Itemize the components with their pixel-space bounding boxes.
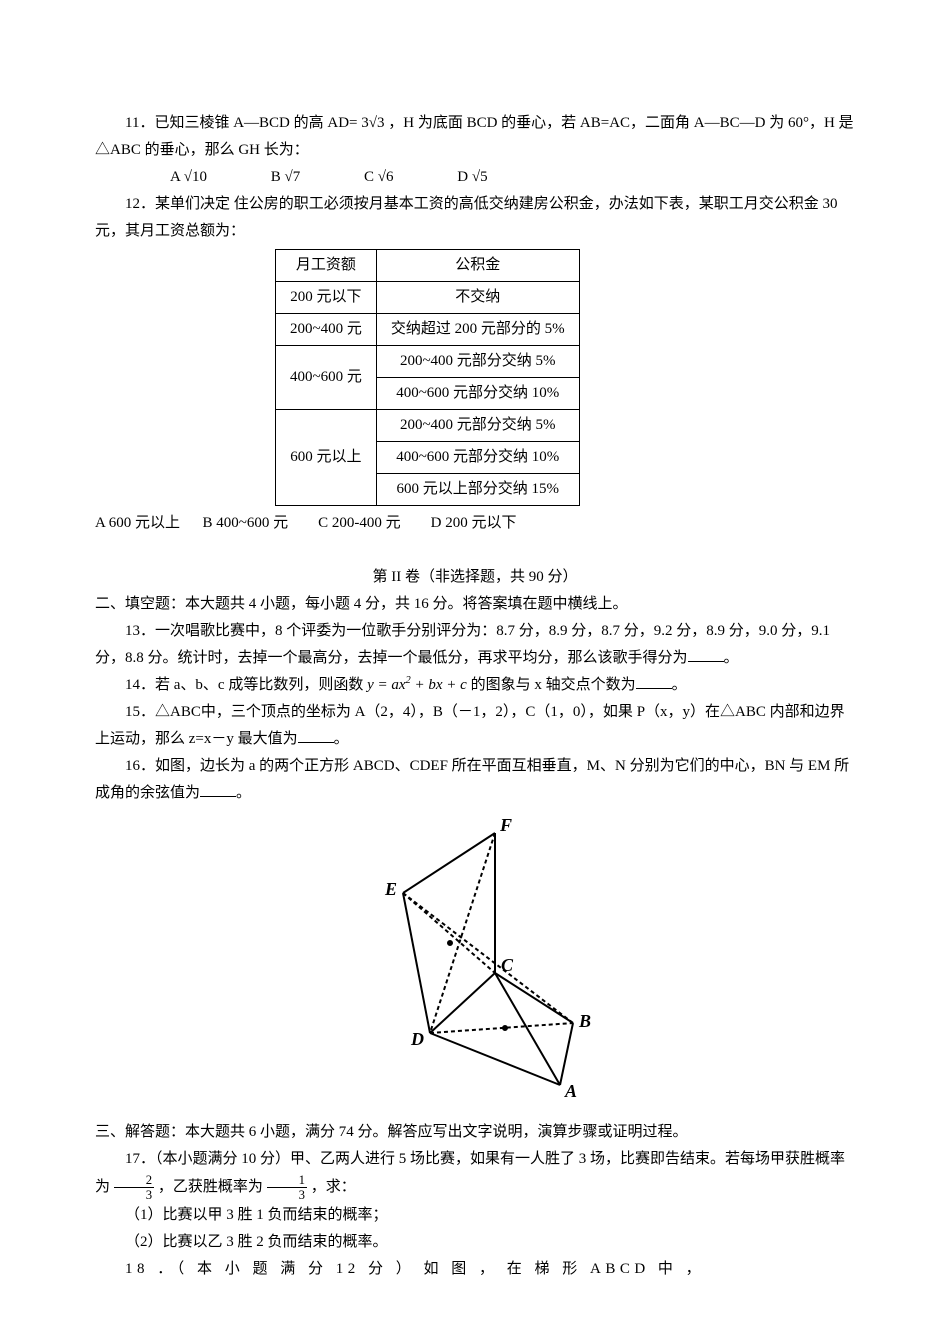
q11-opt-b: √7 [285,169,301,185]
q17-sub2: （2）比赛以乙 3 胜 2 负而结束的概率。 [95,1229,855,1256]
r4c2c: 600 元以上部分交纳 15% [376,474,579,506]
q14-a: 14．若 a、b、c 成等比数列，则函数 [125,677,367,693]
q13-blank [688,646,724,662]
r3c1: 400~600 元 [276,346,377,410]
q11-opt-a: √10 [184,169,207,185]
q13-end: 。 [724,650,739,666]
q15-a: 15．△ABC中，三个顶点的坐标为 A（2，4），B（－1，2），C（1，0），… [95,704,845,747]
q15: 15．△ABC中，三个顶点的坐标为 A（2，4），B（－1，2），C（1，0），… [95,699,855,753]
q15-blank [298,727,334,743]
q17-frac2: 13 [267,1173,307,1202]
section2-title: 第 II 卷（非选择题，共 90 分） [95,564,855,591]
q12-opt-d: D 200 元以下 [431,515,517,531]
q18: 18 ．（ 本 小 题 满 分 12 分 ） 如 图 ， 在 梯 形 ABCD … [95,1256,855,1283]
section3-head: 三、解答题：本大题共 6 小题，满分 74 分。解答应写出文字说明，演算步骤或证… [95,1119,855,1146]
q14: 14．若 a、b、c 成等比数列，则函数 y = ax2 + bx + c 的图… [95,672,855,699]
q17-sub1: （1）比赛以甲 3 胜 1 负而结束的概率； [95,1202,855,1229]
q12-table: 月工资额 公积金 200 元以下 不交纳 200~400 元 交纳超过 200 … [275,249,580,506]
q12-opt-c: C 200-400 元 [318,515,401,531]
q13: 13．一次唱歌比赛中，8 个评委为一位歌手分别评分为：8.7 分，8.9 分，8… [95,618,855,672]
q11-a: 11．已知三棱锥 A—BCD 的高 AD= [125,115,361,131]
q15-end: 。 [334,731,349,747]
geometry-diagram: F E D C B A [345,813,605,1113]
section2-head: 二、填空题：本大题共 4 小题，每小题 4 分，共 16 分。将答案填在题中横线… [95,591,855,618]
q11-options: A √10 B √7 C √6 D √5 [95,164,855,191]
q17-end: ，求： [311,1179,356,1195]
q14-b: 的图象与 x 轴交点个数为 [467,677,636,693]
q16-end: 。 [236,785,251,801]
label-f: F [499,815,512,835]
r1c1: 200 元以下 [276,282,377,314]
q11-opt-c: √6 [378,169,394,185]
q11-ad: 3√3 [361,115,384,131]
r4c1: 600 元以上 [276,410,377,506]
q12-lead: 12．某单们决定 住公房的职工必须按月基本工资的高低交纳建房公积金，办法如下表，… [95,191,855,245]
q16-blank [200,781,236,797]
label-e: E [384,879,397,899]
label-b: B [578,1011,591,1031]
q12-options: A 600 元以上 B 400~600 元 C 200-400 元 D 200 … [95,510,855,537]
q14-end: 。 [672,677,687,693]
r1c2: 不交纳 [376,282,579,314]
r3c2b: 400~600 元部分交纳 10% [376,378,579,410]
r4c2b: 400~600 元部分交纳 10% [376,442,579,474]
r2c2: 交纳超过 200 元部分的 5% [376,314,579,346]
q11-opt-d: √5 [472,169,488,185]
q16: 16．如图，边长为 a 的两个正方形 ABCD、CDEF 所在平面互相垂直，M、… [95,753,855,807]
q14-eq: y = ax2 + bx + c [367,677,467,693]
q17-lead: 17．（本小题满分 10 分）甲、乙两人进行 5 场比赛，如果有一人胜了 3 场… [95,1146,855,1202]
r2c1: 200~400 元 [276,314,377,346]
q11-text: 11．已知三棱锥 A—BCD 的高 AD= 3√3 ，H 为底面 BCD 的垂心… [95,110,855,164]
label-a: A [564,1081,577,1101]
label-d: D [410,1029,424,1049]
q12-opt-b: B 400~600 元 [203,515,289,531]
label-c: C [501,955,514,975]
q16-figure: F E D C B A [95,813,855,1113]
q17-frac1: 23 [114,1173,154,1202]
r4c2a: 200~400 元部分交纳 5% [376,410,579,442]
q17-mid: ，乙获胜概率为 [158,1179,263,1195]
th-salary: 月工资额 [276,250,377,282]
th-fund: 公积金 [376,250,579,282]
q12-opt-a: A 600 元以上 [95,515,180,531]
r3c2a: 200~400 元部分交纳 5% [376,346,579,378]
q14-blank [636,673,672,689]
